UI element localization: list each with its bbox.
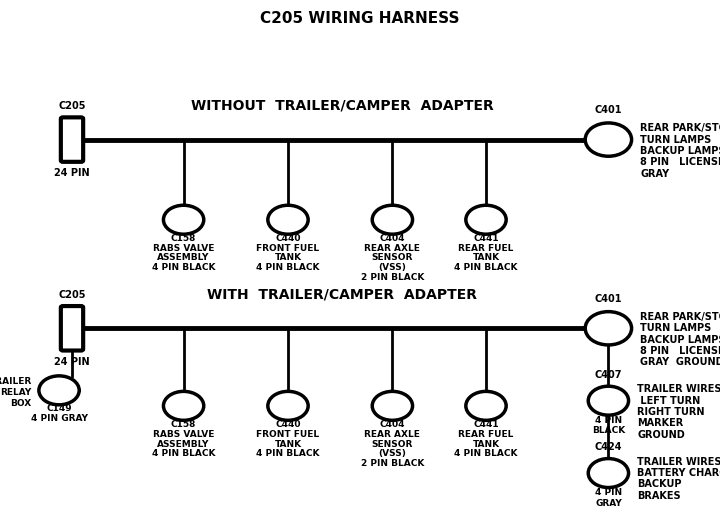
Text: REAR PARK/STOP: REAR PARK/STOP <box>640 123 720 133</box>
Text: REAR PARK/STOP: REAR PARK/STOP <box>640 312 720 322</box>
Text: RABS VALVE: RABS VALVE <box>153 244 215 253</box>
Text: GROUND: GROUND <box>637 430 685 440</box>
Text: 4 PIN BLACK: 4 PIN BLACK <box>454 263 518 272</box>
Circle shape <box>588 386 629 415</box>
Circle shape <box>466 391 506 420</box>
Text: WITH  TRAILER/CAMPER  ADAPTER: WITH TRAILER/CAMPER ADAPTER <box>207 287 477 302</box>
Text: REAR AXLE: REAR AXLE <box>364 244 420 253</box>
Text: SENSOR: SENSOR <box>372 253 413 263</box>
FancyBboxPatch shape <box>60 117 84 162</box>
Text: TRAILER WIRES: TRAILER WIRES <box>637 384 720 394</box>
Text: BATTERY CHARGE: BATTERY CHARGE <box>637 468 720 478</box>
Text: WITHOUT  TRAILER/CAMPER  ADAPTER: WITHOUT TRAILER/CAMPER ADAPTER <box>191 99 493 113</box>
Text: C149: C149 <box>46 404 72 414</box>
Text: C205: C205 <box>58 290 86 300</box>
Text: ASSEMBLY: ASSEMBLY <box>158 253 210 263</box>
Text: (VSS): (VSS) <box>379 263 406 272</box>
Text: TURN LAMPS: TURN LAMPS <box>640 323 711 333</box>
Text: BOX: BOX <box>10 399 32 408</box>
Text: 4 PIN: 4 PIN <box>595 416 622 425</box>
Circle shape <box>163 205 204 234</box>
Text: REAR AXLE: REAR AXLE <box>364 430 420 439</box>
Text: ASSEMBLY: ASSEMBLY <box>158 439 210 449</box>
Text: GRAY: GRAY <box>640 169 670 179</box>
Circle shape <box>163 391 204 420</box>
Text: BRAKES: BRAKES <box>637 491 681 501</box>
Circle shape <box>268 391 308 420</box>
Text: 2 PIN BLACK: 2 PIN BLACK <box>361 273 424 282</box>
Text: C407: C407 <box>595 370 622 380</box>
Text: BACKUP LAMPS: BACKUP LAMPS <box>640 334 720 345</box>
Text: REAR FUEL: REAR FUEL <box>459 244 513 253</box>
Text: C440: C440 <box>275 420 301 429</box>
Text: TANK: TANK <box>274 253 302 263</box>
Circle shape <box>372 391 413 420</box>
Text: C205: C205 <box>58 101 86 111</box>
Text: RELAY: RELAY <box>1 388 32 397</box>
FancyBboxPatch shape <box>60 306 84 351</box>
Text: 4 PIN BLACK: 4 PIN BLACK <box>152 449 215 459</box>
Text: TANK: TANK <box>274 439 302 449</box>
Text: MARKER: MARKER <box>637 418 683 429</box>
Text: FRONT FUEL: FRONT FUEL <box>256 244 320 253</box>
Text: C401: C401 <box>595 105 622 115</box>
Text: C404: C404 <box>379 420 405 429</box>
Text: 24 PIN: 24 PIN <box>54 168 90 178</box>
Text: RIGHT TURN: RIGHT TURN <box>637 407 705 417</box>
Text: BLACK: BLACK <box>592 426 625 435</box>
Text: TANK: TANK <box>472 253 500 263</box>
Text: C404: C404 <box>379 234 405 243</box>
Text: TRAILER WIRES: TRAILER WIRES <box>637 457 720 467</box>
Text: 24 PIN: 24 PIN <box>54 357 90 367</box>
Circle shape <box>585 312 631 345</box>
Circle shape <box>268 205 308 234</box>
Text: C440: C440 <box>275 234 301 243</box>
Text: GRAY: GRAY <box>595 498 622 508</box>
Text: (VSS): (VSS) <box>379 449 406 459</box>
Text: BACKUP: BACKUP <box>637 479 682 490</box>
Text: SENSOR: SENSOR <box>372 439 413 449</box>
Text: FRONT FUEL: FRONT FUEL <box>256 430 320 439</box>
Text: C424: C424 <box>595 442 622 452</box>
Text: BACKUP LAMPS: BACKUP LAMPS <box>640 146 720 156</box>
Text: RABS VALVE: RABS VALVE <box>153 430 215 439</box>
Circle shape <box>588 459 629 488</box>
Text: TRAILER: TRAILER <box>0 376 32 386</box>
Text: TANK: TANK <box>472 439 500 449</box>
Text: 2 PIN BLACK: 2 PIN BLACK <box>361 459 424 468</box>
Text: 8 PIN   LICENSE LAMPS: 8 PIN LICENSE LAMPS <box>640 157 720 168</box>
Text: 4 PIN GRAY: 4 PIN GRAY <box>30 414 88 423</box>
Text: GRAY  GROUND: GRAY GROUND <box>640 357 720 368</box>
Circle shape <box>585 123 631 156</box>
Text: LEFT TURN: LEFT TURN <box>637 396 701 406</box>
Text: C401: C401 <box>595 294 622 303</box>
Text: REAR FUEL: REAR FUEL <box>459 430 513 439</box>
Text: 4 PIN BLACK: 4 PIN BLACK <box>256 449 320 459</box>
Text: 4 PIN BLACK: 4 PIN BLACK <box>256 263 320 272</box>
Circle shape <box>372 205 413 234</box>
Text: TURN LAMPS: TURN LAMPS <box>640 134 711 145</box>
Text: 4 PIN: 4 PIN <box>595 488 622 497</box>
Text: C158: C158 <box>171 234 197 243</box>
Circle shape <box>39 376 79 405</box>
Circle shape <box>466 205 506 234</box>
Text: C441: C441 <box>473 420 499 429</box>
Text: C158: C158 <box>171 420 197 429</box>
Text: 4 PIN BLACK: 4 PIN BLACK <box>454 449 518 459</box>
Text: 4 PIN BLACK: 4 PIN BLACK <box>152 263 215 272</box>
Text: C441: C441 <box>473 234 499 243</box>
Text: C205 WIRING HARNESS: C205 WIRING HARNESS <box>260 10 460 26</box>
Text: 8 PIN   LICENSE LAMPS: 8 PIN LICENSE LAMPS <box>640 346 720 356</box>
